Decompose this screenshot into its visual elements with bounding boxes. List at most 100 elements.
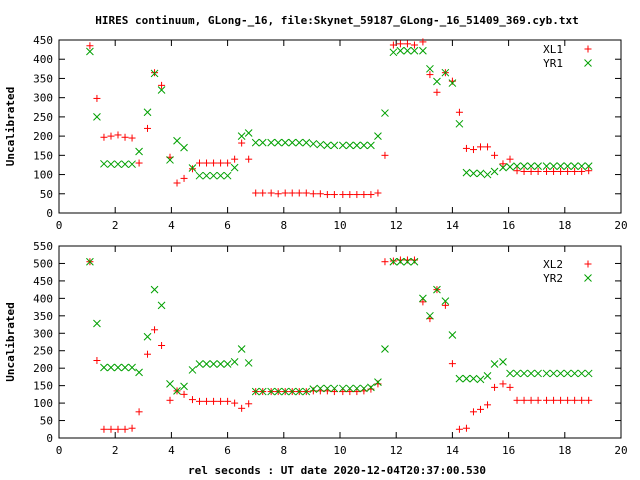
data-point-yr2 [143,332,152,341]
data-point-xl2 [543,396,551,404]
data-point-yr1 [288,138,297,147]
data-point-xl1 [295,189,303,197]
data-point-xl1 [288,189,296,197]
data-point-xl2 [166,396,174,404]
y-tick-label: 50 [40,188,53,201]
data-point-yr1 [180,143,188,152]
x-tick-label: 14 [446,444,460,457]
data-point-yr1 [230,163,239,172]
plot-frame [58,245,622,439]
legend-marker [584,260,592,268]
data-point-xl2 [128,424,136,432]
x-tick-label: 18 [558,219,571,232]
data-point-xl1 [410,41,418,49]
data-point-xl1 [346,191,354,199]
data-point-yr2 [202,360,211,368]
data-point-yr2 [389,257,398,266]
data-point-xl1 [274,190,282,198]
data-point-xl1 [121,133,129,141]
data-point-xl1 [462,144,470,152]
data-point-xl1 [585,167,593,175]
data-point-yr1 [577,162,586,170]
data-point-yr2 [542,369,551,378]
y-tick-label: 400 [33,292,53,305]
data-point-yr1 [135,147,143,156]
data-point-yr1 [195,171,204,180]
data-point-xl1 [316,190,324,198]
data-point-yr2 [258,387,267,396]
bottom-panel: 0 50 100 150 200 250 300 350 400 450 500 550 0 2 4 6 8 10… [4,240,628,457]
data-point-yr2 [549,369,558,378]
data-point-yr2 [563,369,572,378]
data-point-yr2 [360,384,368,393]
data-point-xl1 [107,132,115,140]
data-point-xl1 [231,155,239,163]
y-tick-label: 100 [33,169,53,182]
data-point-yr2 [288,387,297,396]
data-point-xl2 [499,380,507,388]
data-point-xl1 [252,189,260,197]
x-tick-label: 0 [56,219,63,232]
y-axis-title: Uncalibrated [4,87,17,166]
data-point-yr2 [419,294,427,303]
data-point-yr2 [426,311,434,320]
data-point-yr2 [455,374,464,383]
data-point-xl2 [135,408,143,416]
data-point-xl2 [151,326,159,334]
data-point-xl1 [339,191,347,199]
data-point-xl2 [550,396,558,404]
data-point-xl1 [203,159,211,167]
data-point-yr1 [353,141,361,150]
x-tick-label: 8 [280,219,287,232]
data-point-yr1 [93,113,101,121]
data-point-yr1 [244,129,253,137]
data-point-yr1 [513,162,521,170]
data-point-xl1 [403,40,411,48]
data-point-yr2 [216,360,225,368]
x-tick-label: 16 [502,444,515,457]
data-point-xl2 [557,396,565,404]
data-point-yr1 [157,86,166,94]
data-point-yr1 [462,168,471,177]
data-point-xl1 [396,40,404,48]
legend-label: YR1 [543,57,563,70]
data-point-yr1 [216,171,225,180]
data-point-yr2 [323,384,332,393]
data-point-xl2 [158,341,166,349]
data-point-yr2 [410,257,419,266]
data-point-yr2 [209,360,218,368]
data-point-yr1 [251,138,260,147]
data-point-xl1 [353,191,361,199]
data-point-yr2 [302,387,311,396]
data-point-yr1 [202,171,211,180]
data-point-yr2 [396,257,405,266]
x-tick-label: 16 [502,219,515,232]
x-tick-label: 4 [168,219,175,232]
data-point-xl2 [231,399,239,407]
data-point-yr1 [302,138,311,147]
data-point-yr1 [367,141,375,150]
data-point-yr2 [403,257,412,266]
data-point-yr1 [455,119,464,128]
x-tick-label: 12 [390,444,403,457]
data-point-yr2 [374,378,382,386]
data-point-yr1 [223,171,232,180]
y-tick-label: 50 [40,415,53,428]
data-point-xl1 [419,38,427,46]
data-point-xl2 [462,424,470,432]
data-point-yr1 [410,46,419,55]
data-point-yr1 [166,156,174,164]
data-point-yr1 [534,162,542,170]
data-point-xl2 [441,301,449,309]
data-point-yr2 [281,387,290,396]
data-point-xl1 [578,167,586,175]
data-point-yr2 [499,358,507,366]
data-point-yr1 [143,108,152,117]
data-point-xl1 [484,143,492,151]
data-point-yr1 [274,138,283,147]
data-point-yr1 [173,136,181,145]
data-point-xl1 [217,159,225,167]
y-tick-label: 250 [33,345,53,358]
data-point-yr2 [150,285,159,294]
y-tick-label: 350 [33,72,53,85]
